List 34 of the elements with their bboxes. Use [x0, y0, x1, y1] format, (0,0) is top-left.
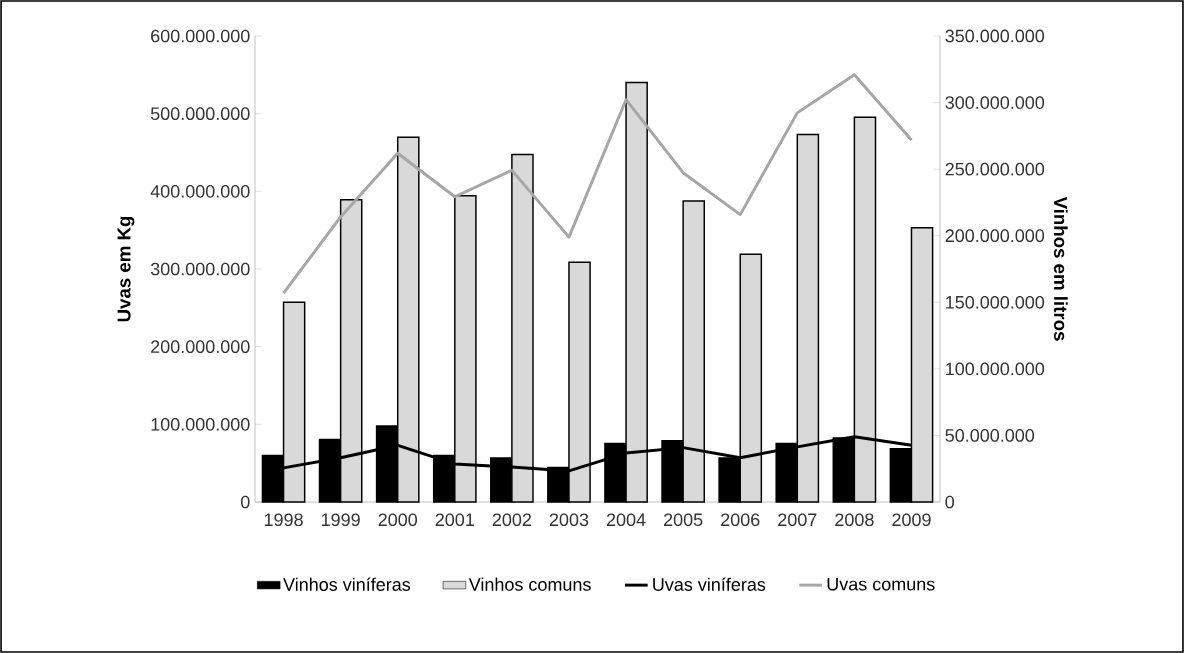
- y-tick-label: 0: [240, 495, 250, 509]
- y-tick-label: 500.000.000: [150, 107, 250, 121]
- x-tick-label: 2006: [721, 513, 760, 527]
- y-tick-label: 400.000.000: [150, 184, 250, 198]
- y2-tick-label: 0: [945, 495, 955, 509]
- legend-label: Uvas viníferas: [653, 577, 766, 591]
- x-tick-label: 2009: [892, 513, 931, 527]
- y2-tick-label: 100.000.000: [946, 362, 1045, 376]
- y-tick-label: 100.000.000: [151, 417, 250, 431]
- x-tick-label: 1999: [321, 513, 360, 527]
- y2-axis-title: Vinhos em litros: [1053, 196, 1068, 341]
- x-tick-label: 2002: [492, 513, 531, 527]
- legend-label: Vinhos comuns: [468, 577, 591, 591]
- x-tick-label: 2005: [664, 513, 703, 527]
- y2-tick-label: 300.000.000: [945, 96, 1045, 109]
- x-tick-label: 2003: [549, 513, 589, 527]
- x-tick-label: 2004: [606, 513, 646, 527]
- y2-tick-label: 50.000.000: [945, 429, 1035, 442]
- x-tick-label: 2008: [835, 513, 874, 527]
- line-series: [282, 73, 913, 295]
- y2-tick-label: 250.000.000: [945, 162, 1045, 176]
- x-tick-label: 2001: [435, 513, 474, 527]
- x-tick-label: 2007: [778, 513, 817, 527]
- y-tick-label: 600.000.000: [151, 29, 250, 43]
- y2-tick-label: 150.000.000: [946, 295, 1045, 309]
- legend-label: Uvas comuns: [827, 577, 935, 591]
- x-tick-label: 1998: [264, 513, 303, 527]
- x-tick-label: 2000: [378, 513, 418, 527]
- y2-tick-label: 200.000.000: [945, 229, 1045, 243]
- legend-label: Vinhos viníferas: [283, 577, 411, 591]
- y-tick-label: 200.000.000: [151, 340, 250, 354]
- y2-tick-label: 350.000.000: [945, 29, 1045, 43]
- y-tick-label: 300.000.000: [150, 262, 250, 276]
- y-axis-title: Uvas em Kg: [117, 216, 135, 322]
